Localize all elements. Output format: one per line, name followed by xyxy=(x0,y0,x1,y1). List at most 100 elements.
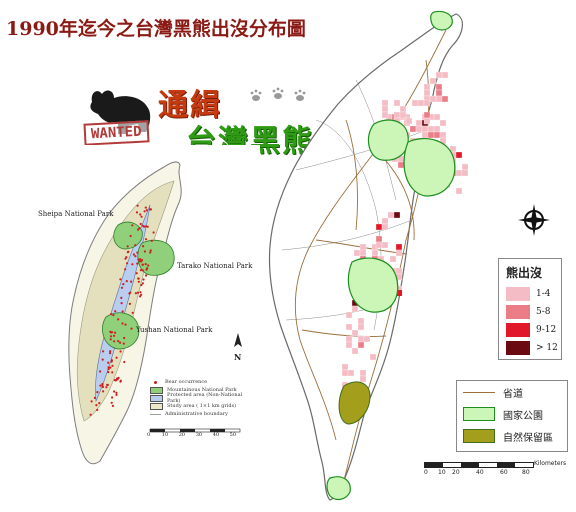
occurrence-grid-cell xyxy=(461,169,469,177)
scale-tick: 40 xyxy=(476,469,484,476)
inset-scale-tick: 0 xyxy=(147,432,151,438)
inset-occurrence-dot xyxy=(143,210,146,213)
occurrence-grid-cell xyxy=(409,125,417,133)
inset-occurrence-dot xyxy=(131,224,134,227)
occurrence-grid-cell xyxy=(439,119,447,127)
legend-label: 1-4 xyxy=(536,289,551,299)
inset-protected-area xyxy=(95,204,151,403)
park-yushan xyxy=(347,257,399,313)
inset-occurrence-dot xyxy=(132,253,135,256)
inset-occurrence-dot xyxy=(102,390,105,393)
occurrence-grid-cell xyxy=(421,125,429,133)
occurrence-grid-cell xyxy=(375,241,383,249)
main-taiwan-map xyxy=(268,10,469,501)
inset-occurrence-dot xyxy=(134,255,137,258)
inset-occurrence-dot xyxy=(109,350,112,353)
inset-occurrence-dot xyxy=(106,383,109,387)
inset-occurrence-dot xyxy=(99,384,102,387)
occurrence-grid-cell xyxy=(435,71,443,79)
occurrence-grid-cell xyxy=(439,131,447,139)
legend-swatch-over-12 xyxy=(506,341,530,355)
inset-legend-label: Study area ( 1×1 km grids) xyxy=(167,403,237,409)
occurrence-legend: 熊出沒 1-4 5-8 9-12 > 12 xyxy=(498,258,562,360)
inset-occurrence-dot xyxy=(146,225,149,228)
occurrence-grid-cell xyxy=(435,89,443,97)
national-parks xyxy=(326,10,456,501)
inset-north-label: N xyxy=(234,352,242,362)
inset-occurrence-dot xyxy=(107,368,110,371)
occurrence-grid-cell xyxy=(351,305,359,313)
inset-label-taroko: Tarako National Park xyxy=(177,262,253,270)
inset-scale-bar xyxy=(149,428,241,433)
occurrence-grid-cell xyxy=(415,125,423,133)
occurrence-grid-cell xyxy=(353,249,361,257)
inset-legend-label: Mountainous National Park xyxy=(167,387,237,393)
inset-occurrence-dot xyxy=(136,204,139,207)
occurrence-grid-cell xyxy=(423,99,431,107)
inset-occurrence-dot xyxy=(93,396,96,399)
inset-occurrence-dot xyxy=(113,334,116,337)
inset-occurrence-dot xyxy=(113,340,116,343)
inset-occurrence-dot xyxy=(150,239,153,242)
occurrence-grid-cell xyxy=(375,235,383,243)
inset-legend: Bear occurrence Mountainous National Par… xyxy=(150,378,254,418)
inset-legend-label: Protected area (Non-National Park) xyxy=(167,392,243,404)
occurrence-grid-cell xyxy=(429,95,437,103)
scale-ticks: 0 10 20 40 60 80 xyxy=(424,469,534,477)
inset-legend-row: Protected area (Non-National Park) xyxy=(150,392,254,404)
inset-occurrence-dot xyxy=(126,245,129,248)
occurrence-grid-cell xyxy=(399,105,407,113)
inset-occurrence-dot xyxy=(143,225,146,228)
inset-occurrence-dot xyxy=(137,280,140,283)
inset-occurrence-dot xyxy=(120,286,124,289)
inset-occurrence-dot xyxy=(115,356,118,359)
inset-occurrence-dot xyxy=(144,263,147,266)
inset-occurrence-dot xyxy=(134,244,137,247)
occurrence-grid-cell xyxy=(393,211,401,219)
inset-occurrence-dot xyxy=(139,213,142,216)
inset-occurrence-dot xyxy=(144,274,148,277)
main-scale-bar: 0 10 20 40 60 80 xyxy=(424,462,534,477)
inset-occurrence-dot xyxy=(123,336,126,340)
inset-occurrence-dot xyxy=(139,222,142,226)
occurrence-grid-cell xyxy=(397,161,405,169)
occurrence-grid-cell xyxy=(357,335,365,343)
inset-occurrence-dot xyxy=(131,263,134,266)
occurrence-grid-cell xyxy=(381,99,389,107)
occurrence-grid-cell xyxy=(427,131,435,139)
occurrence-grid-cell xyxy=(395,267,403,275)
inset-occurrence-dot xyxy=(149,249,152,252)
inset-park-taroko xyxy=(137,239,175,276)
inset-occurrence-dot xyxy=(149,251,152,254)
inset-legend-label: Administrative boundary xyxy=(165,411,228,417)
inset-legend-row: Study area ( 1×1 km grids) xyxy=(150,402,254,410)
inset-occurrence-dot xyxy=(115,393,118,396)
scale-tick: 20 xyxy=(452,469,460,476)
scale-unit: Kilometers xyxy=(534,460,567,467)
park-swatch xyxy=(463,407,495,421)
inset-legend-swatch xyxy=(150,379,161,385)
inset-occurrence-dot xyxy=(124,268,127,271)
occurrence-grid-cell xyxy=(396,290,402,296)
inset-occurrence-dot xyxy=(119,379,122,382)
inset-occurrence-dot xyxy=(137,277,140,280)
occurrence-grid-cell xyxy=(369,353,377,361)
occurrence-grid-cell xyxy=(381,111,389,119)
wanted-title-line1: 通緝 xyxy=(158,88,222,123)
occurrence-grid-cell xyxy=(357,317,365,325)
occurrence-grid-cell xyxy=(423,117,431,125)
legend-swatch-1-4 xyxy=(506,287,530,301)
wanted-stamp: WANTED xyxy=(83,120,150,146)
inset-occurrence-dot xyxy=(117,376,120,379)
inset-occurrence-dot xyxy=(135,272,138,275)
park-sheipa xyxy=(367,119,409,161)
inset-occurrence-dot xyxy=(111,371,114,374)
occurrence-grid-cell xyxy=(405,117,413,125)
road-line-swatch xyxy=(463,391,495,393)
legend-label: 國家公園 xyxy=(503,410,543,422)
inset-occurrence-dot xyxy=(113,331,117,334)
scale-tick: 80 xyxy=(522,469,530,476)
occurrence-grid-cell xyxy=(381,223,389,231)
legend-row: 1-4 xyxy=(506,285,561,303)
occurrence-grid-cell xyxy=(455,169,463,177)
